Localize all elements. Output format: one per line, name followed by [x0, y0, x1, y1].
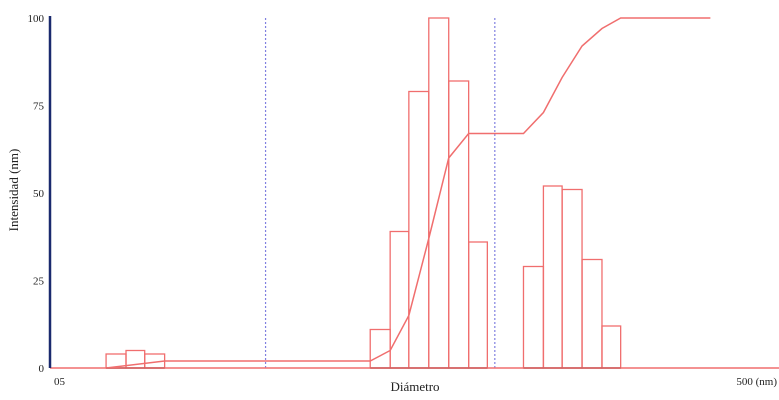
y-tick-label-25: 25	[33, 276, 45, 288]
reference-lines	[264, 18, 496, 368]
histogram-bar-4	[369, 328, 391, 369]
x-tick-label-1: 05	[54, 376, 66, 388]
histogram-bar-6	[408, 90, 430, 369]
y-tick-label-75: 75	[33, 101, 45, 113]
axes	[48, 16, 779, 369]
histogram-bar-13	[581, 258, 603, 369]
y-axis-label: Intensidad (nm)	[6, 149, 21, 232]
histogram-bar-7	[428, 17, 450, 369]
x-tick-label-2: 500 (nm)	[736, 376, 777, 388]
y-tick-label-100: 100	[28, 13, 45, 25]
histogram-bars	[105, 17, 622, 369]
x-axis-label: Diámetro	[390, 379, 439, 394]
histogram-bar-5	[389, 230, 410, 369]
cumulative-curve-group	[105, 17, 711, 369]
histogram-bar-11	[542, 185, 563, 369]
cumulative-line	[105, 17, 711, 369]
histogram-bar-12	[561, 188, 583, 369]
y-tick-label-50: 50	[33, 188, 45, 200]
y-tick-label-0: 0	[39, 363, 45, 375]
histogram-bar-14	[601, 325, 622, 369]
histogram-bar-9	[468, 241, 488, 369]
histogram-bar-10	[522, 265, 545, 369]
histogram-bar-8	[448, 80, 470, 369]
tick-labels: 0 25 50 75 100 05 500 (nm)	[28, 13, 778, 388]
